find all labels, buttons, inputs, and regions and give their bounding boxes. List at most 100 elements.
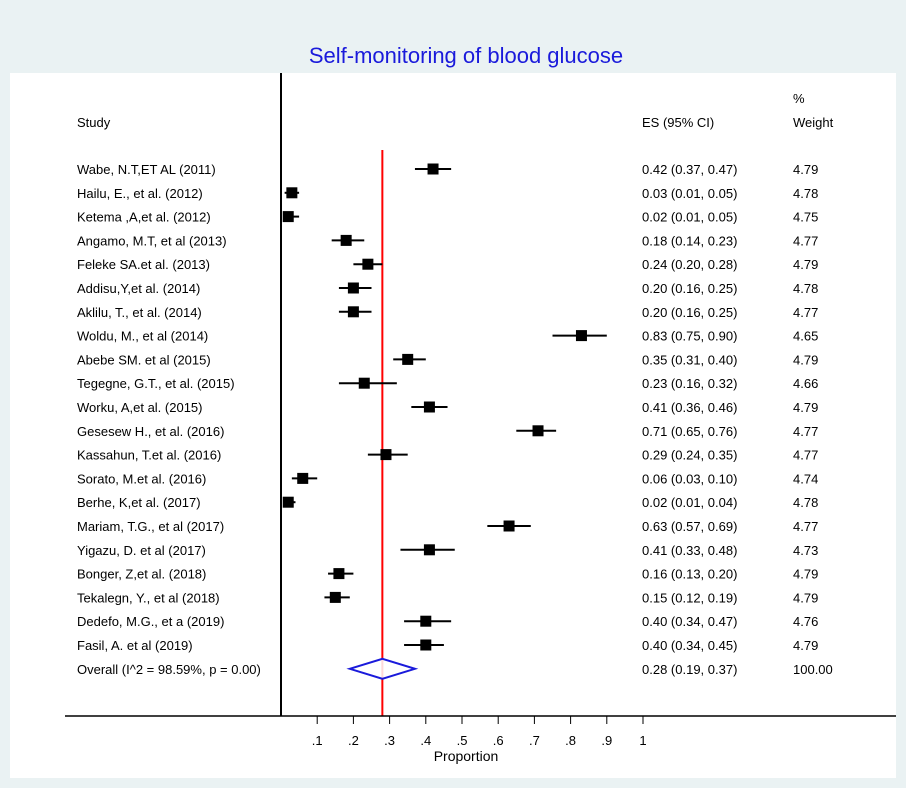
overall-label: Overall (I^2 = 98.59%, p = 0.00) <box>77 662 261 677</box>
weight-text: 4.79 <box>793 257 818 272</box>
x-tick-label: .1 <box>312 733 323 748</box>
weight-text: 4.66 <box>793 376 818 391</box>
weight-text: 4.77 <box>793 305 818 320</box>
weight-text: 4.79 <box>793 638 818 653</box>
effect-size-text: 0.23 (0.16, 0.32) <box>642 376 737 391</box>
effect-size-marker <box>423 544 435 556</box>
effect-size-marker <box>423 401 435 413</box>
weight-text: 4.75 <box>793 210 818 225</box>
x-tick-label: 1 <box>639 733 646 748</box>
overall-weight-text: 100.00 <box>793 662 833 677</box>
effect-size-text: 0.63 (0.57, 0.69) <box>642 519 737 534</box>
x-tick-label: .9 <box>601 733 612 748</box>
study-label: Wabe, N.T,ET AL (2011) <box>77 162 216 177</box>
weight-text: 4.79 <box>793 590 818 605</box>
weight-text: 4.79 <box>793 352 818 367</box>
column-header-weight: Weight <box>793 115 834 130</box>
weight-text: 4.77 <box>793 233 818 248</box>
column-header-es: ES (95% CI) <box>642 115 714 130</box>
effect-size-marker <box>358 377 370 389</box>
effect-size-text: 0.20 (0.16, 0.25) <box>642 305 737 320</box>
study-row: Sorato, M.et al. (2016) 0.06 (0.03, 0.10)… <box>77 471 818 486</box>
study-row: Dedefo, M.G., et a (2019) 0.40 (0.34, 0.4… <box>77 614 818 629</box>
study-row: Tegegne, G.T., et al. (2015) 0.23 (0.16, … <box>77 376 818 391</box>
effect-size-text: 0.29 (0.24, 0.35) <box>642 448 737 463</box>
weight-text: 4.65 <box>793 329 818 344</box>
study-label: Angamo, M.T, et al (2013) <box>77 233 227 248</box>
study-row: Angamo, M.T, et al (2013) 0.18 (0.14, 0.2… <box>77 233 818 248</box>
effect-size-marker <box>297 472 309 484</box>
x-tick-label: .7 <box>529 733 540 748</box>
overall-diamond <box>346 657 419 680</box>
effect-size-marker <box>532 425 544 437</box>
effect-size-marker <box>340 234 352 246</box>
study-row: Bonger, Z,et al. (2018) 0.16 (0.13, 0.20)… <box>77 567 818 582</box>
study-row: Abebe SM. et al (2015) 0.35 (0.31, 0.40) 4… <box>77 352 818 367</box>
study-row: Aklilu, T., et al. (2014) 0.20 (0.16, 0.2… <box>77 305 818 320</box>
study-label: Tekalegn, Y., et al (2018) <box>77 590 220 605</box>
study-label: Berhe, K,et al. (2017) <box>77 495 201 510</box>
effect-size-marker <box>286 187 298 199</box>
column-header-weight-percent: % <box>793 91 805 106</box>
x-axis-label: Proportion <box>434 748 499 764</box>
effect-size-text: 0.20 (0.16, 0.25) <box>642 281 737 296</box>
study-label: Bonger, Z,et al. (2018) <box>77 567 206 582</box>
study-label: Worku, A,et al. (2015) <box>77 400 203 415</box>
weight-text: 4.73 <box>793 543 818 558</box>
effect-size-marker <box>427 163 439 175</box>
effect-size-marker <box>380 449 392 461</box>
study-label: Addisu,Y,et al. (2014) <box>77 281 200 296</box>
study-label: Feleke SA.et al. (2013) <box>77 257 210 272</box>
study-row: Addisu,Y,et al. (2014) 0.20 (0.16, 0.25) 4… <box>77 281 818 296</box>
study-row: Feleke SA.et al. (2013) 0.24 (0.20, 0.28)… <box>77 257 818 272</box>
effect-size-text: 0.42 (0.37, 0.47) <box>642 162 737 177</box>
study-row: Wabe, N.T,ET AL (2011) 0.42 (0.37, 0.47) 4… <box>77 162 818 177</box>
effect-size-text: 0.06 (0.03, 0.10) <box>642 471 737 486</box>
effect-size-text: 0.03 (0.01, 0.05) <box>642 186 737 201</box>
study-row: Kassahun, T.et al. (2016) 0.29 (0.24, 0.3… <box>77 448 818 463</box>
study-row: Worku, A,et al. (2015) 0.41 (0.36, 0.46) 4… <box>77 400 818 415</box>
overall-row: Overall (I^2 = 98.59%, p = 0.00) 0.28 (0.… <box>77 657 833 680</box>
effect-size-text: 0.40 (0.34, 0.47) <box>642 614 737 629</box>
weight-text: 4.78 <box>793 186 818 201</box>
effect-size-text: 0.35 (0.31, 0.40) <box>642 352 737 367</box>
effect-size-text: 0.41 (0.33, 0.48) <box>642 543 737 558</box>
weight-text: 4.76 <box>793 614 818 629</box>
x-tick-label: .6 <box>493 733 504 748</box>
study-label: Dedefo, M.G., et a (2019) <box>77 614 224 629</box>
effect-size-marker <box>402 353 414 365</box>
effect-size-text: 0.24 (0.20, 0.28) <box>642 257 737 272</box>
weight-text: 4.77 <box>793 519 818 534</box>
chart-title: Self-monitoring of blood glucose <box>309 43 623 68</box>
x-tick-label: .5 <box>457 733 468 748</box>
effect-size-marker <box>333 568 345 580</box>
x-tick-label: .8 <box>565 733 576 748</box>
effect-size-marker <box>282 496 294 508</box>
effect-size-marker <box>420 639 432 651</box>
study-label: Ketema ,A,et al. (2012) <box>77 210 211 225</box>
study-label: Fasil, A. et al (2019) <box>77 638 193 653</box>
x-tick-label: .2 <box>348 733 359 748</box>
study-row: Tekalegn, Y., et al (2018) 0.15 (0.12, 0.… <box>77 590 818 605</box>
effect-size-text: 0.83 (0.75, 0.90) <box>642 329 737 344</box>
effect-size-text: 0.15 (0.12, 0.19) <box>642 590 737 605</box>
study-label: Sorato, M.et al. (2016) <box>77 471 206 486</box>
study-row: Hailu, E., et al. (2012) 0.03 (0.01, 0.05… <box>77 186 818 201</box>
effect-size-text: 0.41 (0.36, 0.46) <box>642 400 737 415</box>
effect-size-text: 0.02 (0.01, 0.04) <box>642 495 737 510</box>
column-header-study: Study <box>77 115 111 130</box>
effect-size-marker <box>575 330 587 342</box>
study-row: Fasil, A. et al (2019) 0.40 (0.34, 0.45) 4… <box>77 638 818 653</box>
study-row: Mariam, T.G., et al (2017) 0.63 (0.57, 0.… <box>77 519 818 534</box>
study-label: Kassahun, T.et al. (2016) <box>77 448 221 463</box>
effect-size-marker <box>362 258 374 270</box>
study-label: Gesesew H., et al. (2016) <box>77 424 224 439</box>
weight-text: 4.78 <box>793 495 818 510</box>
effect-size-marker <box>282 211 294 223</box>
x-tick-label: .3 <box>384 733 395 748</box>
study-label: Mariam, T.G., et al (2017) <box>77 519 224 534</box>
effect-size-text: 0.16 (0.13, 0.20) <box>642 567 737 582</box>
study-label: Tegegne, G.T., et al. (2015) <box>77 376 235 391</box>
weight-text: 4.77 <box>793 424 818 439</box>
